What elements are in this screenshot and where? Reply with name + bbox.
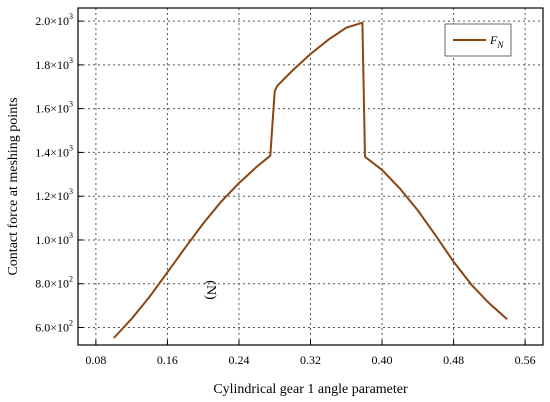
y-tick-exponent: 3: [69, 143, 73, 152]
y-tick-mantissa: 6.0×10: [35, 320, 69, 334]
y-tick-exponent: 2: [69, 275, 73, 284]
series-group: [113, 21, 508, 339]
y-tick-label: 1.6×103: [35, 100, 73, 116]
y-tick-label: 1.4×103: [35, 143, 73, 159]
legend-subscript: N: [496, 40, 504, 50]
y-tick-exponent: 3: [69, 56, 73, 65]
y-tick-mantissa: 1.8×10: [35, 58, 69, 72]
y-axis-unit: (N): [203, 280, 218, 300]
y-tick-mantissa: 1.6×10: [35, 102, 69, 116]
y-tick-exponent: 3: [69, 231, 73, 240]
y-tick-label: 1.2×103: [35, 187, 73, 203]
y-tick-exponent: 3: [69, 100, 73, 109]
x-tick-label: 0.32: [300, 353, 321, 367]
y-tick-label: 2.0×103: [35, 12, 73, 28]
x-tick-label: 0.16: [157, 353, 178, 367]
legend-symbol: F: [489, 33, 498, 47]
y-tick-mantissa: 1.2×10: [35, 189, 69, 203]
x-tick-label: 0.40: [372, 353, 393, 367]
legend-label: FN: [489, 33, 504, 50]
y-tick-exponent: 2: [69, 318, 73, 327]
legend: FN: [444, 23, 512, 57]
y-tick-label: 1.8×103: [35, 56, 73, 72]
axis-ticks: [78, 20, 526, 345]
x-axis-title: Cylindrical gear 1 angle parameter: [213, 382, 408, 397]
y-tick-mantissa: 2.0×10: [35, 14, 69, 28]
x-tick-label: 0.48: [443, 353, 464, 367]
y-tick-mantissa: 8.0×10: [35, 277, 69, 291]
y-tick-mantissa: 1.4×10: [35, 145, 69, 159]
x-tick-label: 0.56: [515, 353, 536, 367]
grid: [78, 8, 543, 345]
x-tick-label: 0.24: [228, 353, 249, 367]
y-axis-title: Contact force at meshing points: [6, 97, 21, 275]
y-tick-exponent: 3: [69, 12, 73, 21]
y-tick-label: 1.0×103: [35, 231, 73, 247]
x-tick-labels: 0.08 0.16 0.24 0.32 0.40 0.48 0.56: [85, 353, 535, 367]
y-tick-exponent: 3: [69, 187, 73, 196]
y-tick-label: 8.0×102: [35, 275, 73, 291]
x-tick-label: 0.08: [85, 353, 106, 367]
y-tick-label: 6.0×102: [35, 318, 73, 334]
y-tick-mantissa: 1.0×10: [35, 233, 69, 247]
y-tick-labels: 6.0×1028.0×1021.0×1031.2×1031.4×1031.6×1…: [35, 12, 73, 334]
series-line: [113, 21, 508, 339]
